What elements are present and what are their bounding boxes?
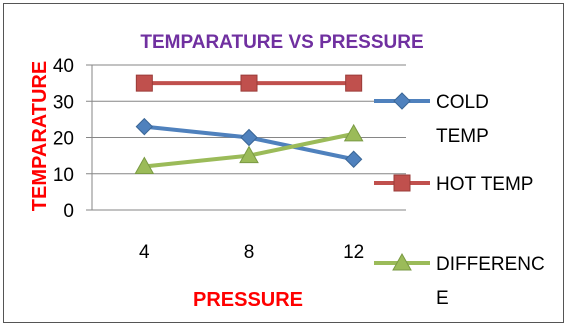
legend-label-cold-temp: COLD TEMP xyxy=(436,92,489,147)
x-tick-label-12: 12 xyxy=(343,242,364,263)
data-point-difference-12 xyxy=(343,123,364,142)
data-point-hot-temp-8 xyxy=(240,74,258,92)
x-tick-label-8: 8 xyxy=(244,242,255,263)
legend-marker-difference xyxy=(392,252,412,271)
y-tick-label-30: 30 xyxy=(53,92,74,113)
data-point-hot-temp-4 xyxy=(135,74,153,92)
chart-title: TEMPARATURE VS PRESSURE xyxy=(140,32,423,53)
y-tick-label-40: 40 xyxy=(53,56,74,77)
legend-marker-hot-temp xyxy=(393,174,411,192)
x-tick-labels: 4 8 12 xyxy=(139,242,364,263)
x-axis-title: PRESSURE xyxy=(193,289,303,311)
x-tick-label-4: 4 xyxy=(139,242,150,263)
data-point-cold-temp-4 xyxy=(135,117,154,136)
data-point-cold-temp-8 xyxy=(240,128,258,147)
series-lines xyxy=(134,74,364,174)
data-point-difference-8 xyxy=(239,145,259,164)
legend-marker-cold-temp xyxy=(393,92,411,110)
y-axis-title: TEMPARATURE xyxy=(29,61,51,211)
y-tick-labels: 0 10 20 30 40 xyxy=(53,56,74,222)
legend-label-hot-temp: HOT TEMP xyxy=(436,174,533,195)
y-tick-label-20: 20 xyxy=(53,129,74,150)
chart-frame xyxy=(3,3,564,323)
y-tick-label-0: 0 xyxy=(63,201,74,222)
legend-label-difference: DIFFERENC E xyxy=(436,254,545,309)
data-point-difference-4 xyxy=(134,156,155,174)
y-tick-label-10: 10 xyxy=(53,165,74,186)
data-point-cold-temp-12 xyxy=(344,150,363,168)
data-point-hot-temp-12 xyxy=(345,74,363,92)
legend: COLD TEMP HOT TEMP DIFFERENC E xyxy=(374,92,545,309)
axes xyxy=(86,64,406,211)
